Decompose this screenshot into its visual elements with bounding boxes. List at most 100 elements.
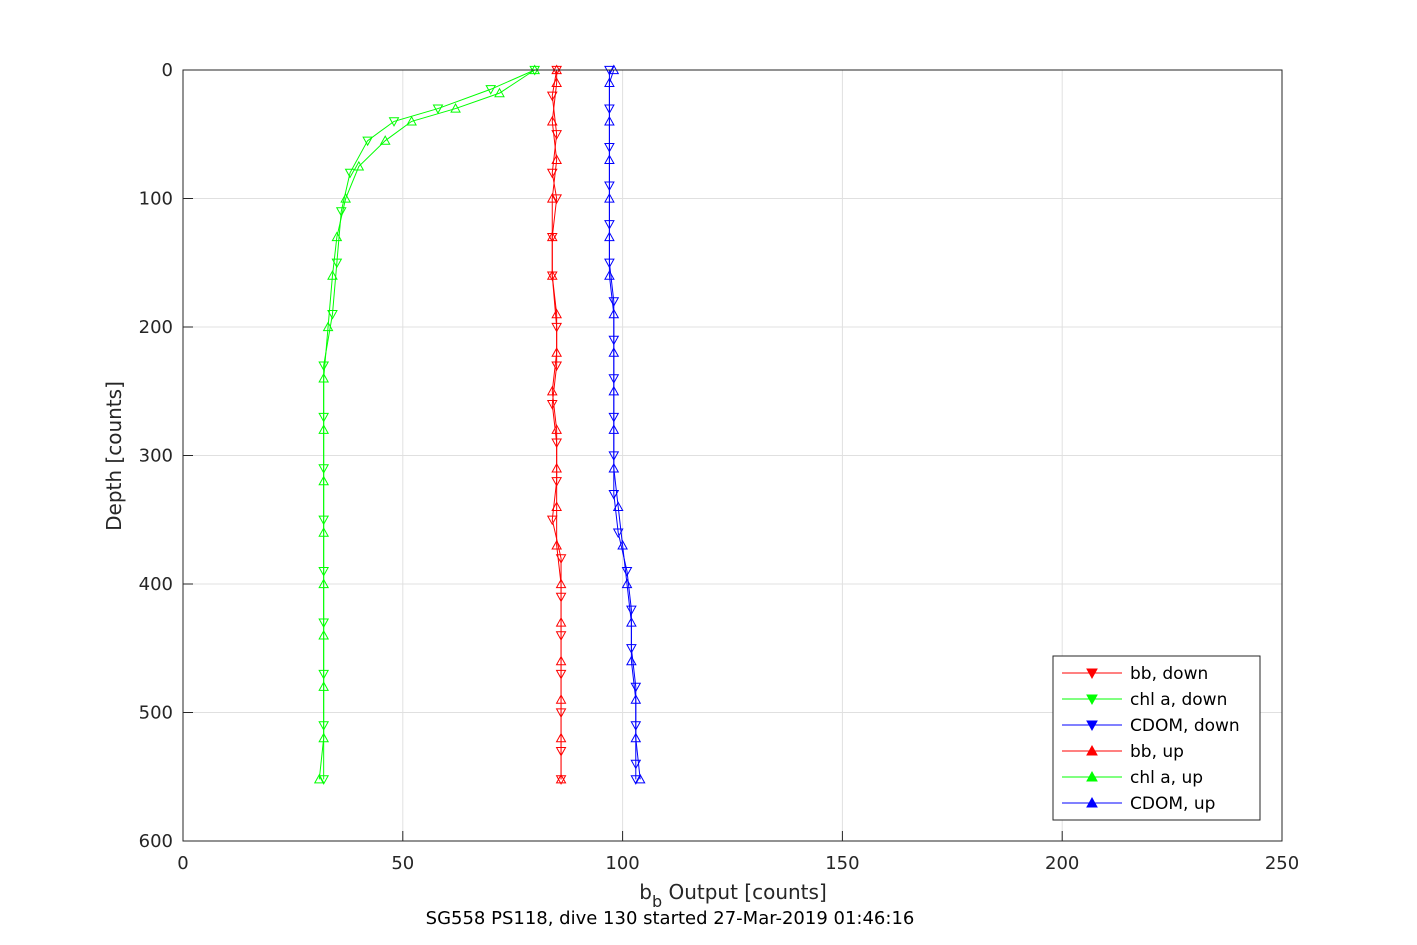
- data-point: [379, 135, 391, 145]
- data-point: [555, 617, 567, 627]
- data-point: [608, 347, 620, 357]
- x-axis-label: bb Output [counts]: [639, 880, 827, 911]
- data-point: [551, 477, 563, 487]
- data-point: [546, 192, 558, 203]
- data-point: [555, 669, 567, 680]
- data-point: [353, 160, 365, 171]
- data-point: [630, 732, 642, 743]
- data-point: [551, 154, 563, 165]
- data-point: [604, 258, 615, 269]
- data-point: [608, 412, 620, 423]
- data-point: [318, 424, 330, 434]
- legend-marker: [1086, 668, 1098, 680]
- data-point: [608, 297, 620, 307]
- data-point: [327, 270, 338, 280]
- data-point: [626, 617, 637, 627]
- data-point: [555, 631, 567, 641]
- data-point: [313, 773, 325, 784]
- legend-marker: [1086, 770, 1098, 782]
- data-point: [546, 115, 558, 126]
- legend-marker: [1086, 720, 1098, 732]
- data-point: [551, 194, 563, 205]
- y-tick-label: 600: [139, 831, 173, 852]
- data-point: [604, 192, 615, 203]
- data-point: [432, 104, 444, 115]
- data-point: [546, 400, 558, 410]
- y-tick-label: 400: [139, 574, 173, 595]
- data-point: [612, 528, 624, 539]
- series-line: [608, 69, 641, 780]
- data-point: [551, 462, 563, 473]
- data-point: [551, 438, 563, 449]
- data-point: [318, 775, 330, 785]
- data-point: [318, 629, 330, 640]
- data-point: [546, 515, 558, 526]
- legend-box: [1052, 655, 1261, 821]
- data-point: [318, 372, 330, 383]
- data-point: [604, 115, 615, 126]
- data-point: [322, 321, 334, 332]
- x-tick-label: 250: [1265, 853, 1299, 874]
- y-axis-label: Depth [counts]: [102, 381, 126, 531]
- data-point: [604, 231, 615, 242]
- data-point: [318, 412, 330, 423]
- data-point: [604, 154, 615, 165]
- y-tick-label: 0: [162, 60, 173, 81]
- x-tick-label: 100: [605, 853, 639, 874]
- data-point: [608, 451, 620, 462]
- data-point: [555, 578, 567, 589]
- data-point: [608, 308, 620, 319]
- data-point: [406, 115, 417, 126]
- data-point: [318, 567, 330, 577]
- data-point: [551, 361, 563, 372]
- series-lines: [318, 69, 641, 780]
- data-point: [604, 104, 615, 115]
- data-point: [551, 347, 563, 357]
- data-point: [555, 773, 567, 784]
- data-point: [551, 539, 563, 550]
- data-point: [630, 694, 642, 704]
- data-point: [318, 669, 330, 680]
- grid: [182, 69, 1283, 842]
- data-point: [335, 207, 347, 217]
- data-point: [555, 592, 567, 603]
- data-point: [634, 773, 646, 784]
- data-point: [604, 77, 615, 87]
- data-point: [546, 168, 558, 179]
- legend-label: CDOM, down: [1130, 716, 1240, 736]
- data-point: [551, 130, 563, 140]
- data-point: [318, 475, 330, 486]
- legend-label: bb, up: [1130, 742, 1184, 762]
- data-point: [612, 501, 624, 511]
- data-point: [551, 424, 563, 434]
- data-point: [450, 103, 461, 113]
- y-tick-label: 500: [139, 703, 173, 724]
- series-line: [318, 69, 535, 780]
- data-point: [388, 117, 400, 127]
- data-point: [555, 708, 567, 719]
- x-axis-label-main: b: [639, 880, 652, 904]
- data-point: [318, 721, 330, 731]
- data-point: [318, 578, 330, 589]
- data-point: [546, 91, 558, 102]
- data-point: [608, 424, 620, 434]
- data-point: [318, 732, 330, 743]
- data-point: [318, 464, 330, 474]
- data-point: [555, 746, 567, 757]
- data-point: [621, 567, 633, 577]
- data-point: [626, 655, 637, 666]
- legend-label: CDOM, up: [1130, 794, 1215, 814]
- data-point: [362, 136, 373, 147]
- data-point: [485, 85, 497, 95]
- x-axis-label-sub: b: [652, 892, 662, 911]
- data-point: [327, 310, 338, 320]
- data-point: [551, 77, 563, 87]
- data-point: [608, 385, 620, 396]
- data-point: [604, 181, 615, 192]
- legend-marker: [1086, 744, 1098, 756]
- data-point: [555, 554, 567, 564]
- data-point: [551, 501, 563, 511]
- y-tick-label: 300: [139, 446, 173, 467]
- x-tick-label: 150: [825, 853, 859, 874]
